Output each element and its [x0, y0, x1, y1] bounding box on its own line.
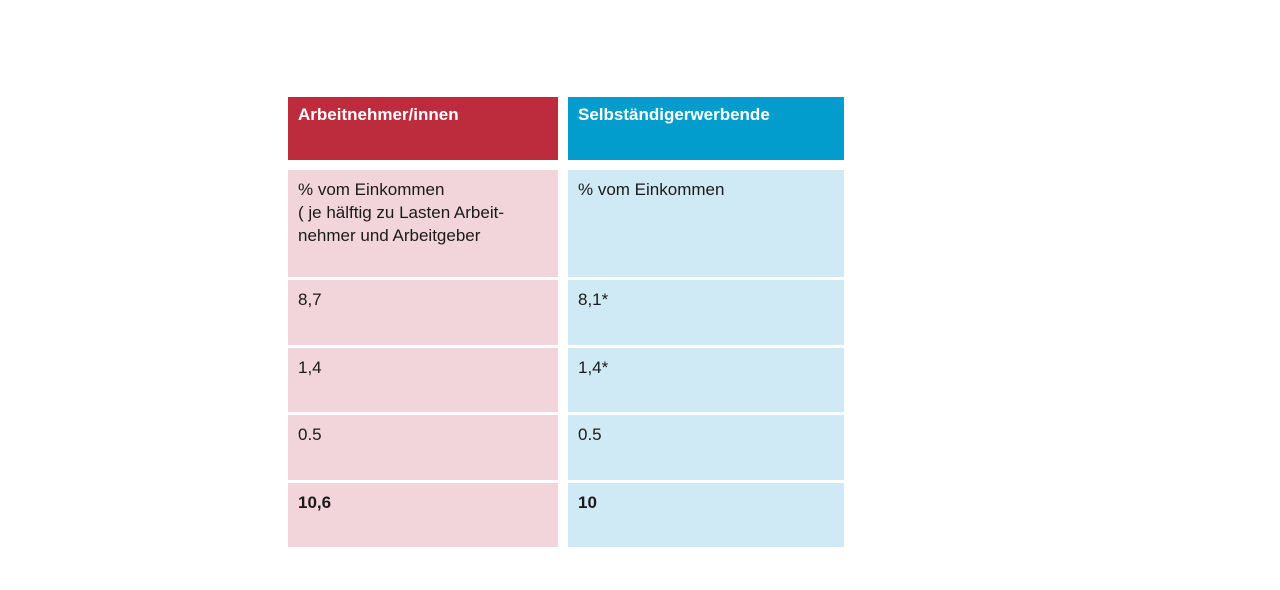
cell-value: 8,1*	[578, 290, 609, 309]
column-employees: Arbeitnehmer/innen % vom Einkommen ( je …	[288, 97, 558, 547]
cell-employees-basis: % vom Einkommen ( je hälftig zu Lasten A…	[288, 170, 558, 277]
cell-employees-row-4: 0.5	[288, 415, 558, 480]
cell-value: 0.5	[298, 425, 322, 444]
cell-value: 8,7	[298, 290, 322, 309]
cell-value: 0.5	[578, 425, 602, 444]
cell-employees-total: 10,6	[288, 483, 558, 547]
cell-value: 1,4*	[578, 358, 609, 377]
cell-total-value: 10	[578, 493, 597, 512]
cell-total-value: 10,6	[298, 493, 332, 512]
cell-text-line: ( je hälftig zu Lasten Arbeit-	[298, 203, 505, 222]
cell-self-employed-row-3: 1,4*	[568, 348, 844, 412]
cell-self-employed-row-2: 8,1*	[568, 280, 844, 345]
cell-self-employed-total: 10	[568, 483, 844, 547]
cell-self-employed-basis: % vom Einkommen	[568, 170, 844, 277]
cell-value: 1,4	[298, 358, 322, 377]
cell-text-line: % vom Einkommen	[578, 180, 725, 199]
cell-text-line: nehmer und Arbeitgeber	[298, 226, 481, 245]
column-header-employees: Arbeitnehmer/innen	[288, 97, 558, 160]
column-header-self-employed: Selbständigerwerbende	[568, 97, 844, 160]
cell-employees-row-2: 8,7	[288, 280, 558, 345]
cell-text-line: % vom Einkommen	[298, 180, 445, 199]
cell-employees-row-3: 1,4	[288, 348, 558, 412]
cell-self-employed-row-4: 0.5	[568, 415, 844, 480]
column-self-employed: Selbständigerwerbende % vom Einkommen 8,…	[568, 97, 844, 547]
